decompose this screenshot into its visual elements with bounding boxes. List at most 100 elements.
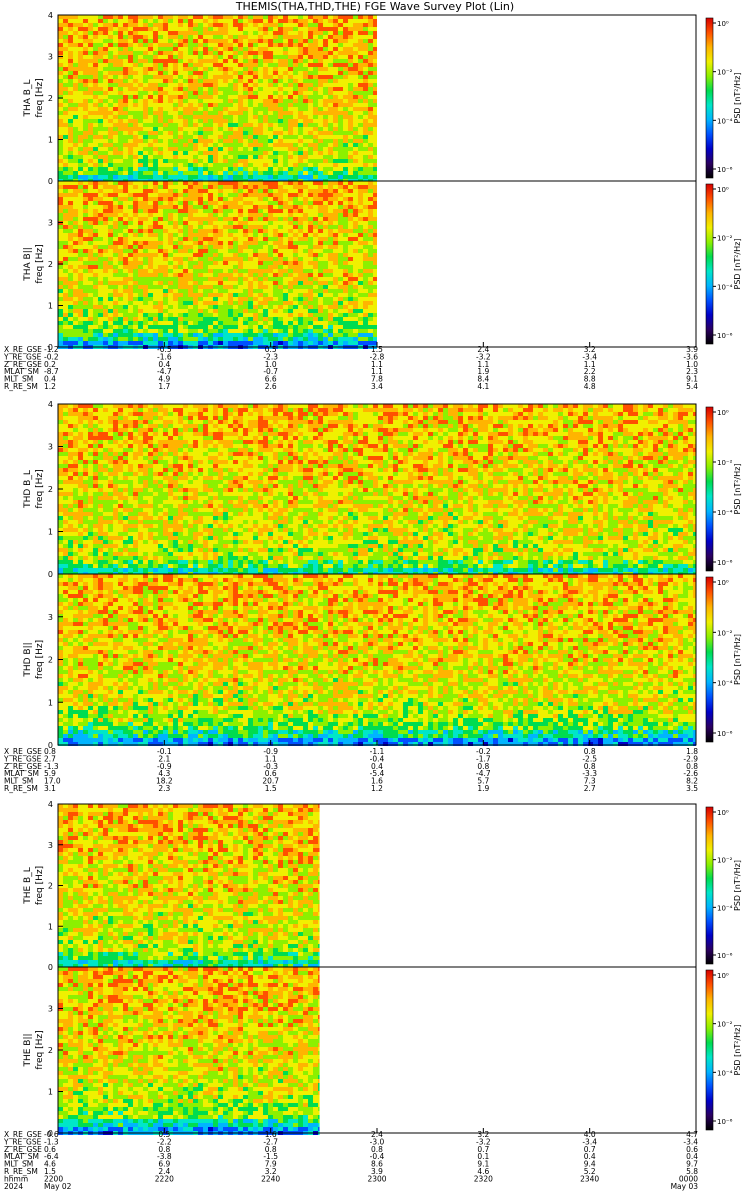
- heatmap-cell: [168, 281, 173, 285]
- heatmap-cell: [213, 75, 218, 79]
- heatmap-cell: [273, 131, 278, 135]
- heatmap-cell: [83, 273, 88, 277]
- heatmap-cell: [73, 273, 78, 277]
- heatmap-cell: [173, 75, 178, 79]
- heatmap-cell: [103, 67, 108, 71]
- heatmap-cell: [88, 39, 93, 43]
- heatmap-cell: [93, 341, 98, 345]
- heatmap-cell: [353, 59, 358, 63]
- heatmap-cell: [193, 229, 198, 233]
- heatmap-cell: [198, 265, 203, 269]
- heatmap-cell: [128, 193, 133, 197]
- heatmap-cell: [93, 15, 98, 19]
- heatmap-cell: [303, 87, 308, 91]
- heatmap-cell: [73, 19, 78, 23]
- heatmap-cell: [358, 123, 363, 127]
- heatmap-cell: [358, 167, 363, 171]
- heatmap-cell: [278, 39, 283, 43]
- heatmap-cell: [148, 163, 153, 167]
- heatmap-cell: [263, 181, 268, 185]
- heatmap-cell: [318, 241, 323, 245]
- heatmap-cell: [198, 273, 203, 277]
- heatmap-cell: [293, 39, 298, 43]
- heatmap-cell: [223, 225, 228, 229]
- heatmap-cell: [298, 237, 303, 241]
- heatmap-cell: [263, 31, 268, 35]
- heatmap-cell: [168, 35, 173, 39]
- heatmap-cell: [263, 293, 268, 297]
- heatmap-cell: [213, 301, 218, 305]
- heatmap-cell: [168, 143, 173, 147]
- heatmap-cell: [323, 27, 328, 31]
- heatmap-cell: [283, 131, 288, 135]
- heatmap-cell: [218, 99, 223, 103]
- heatmap-cell: [248, 167, 253, 171]
- heatmap-cell: [113, 95, 118, 99]
- heatmap-cell: [163, 333, 168, 337]
- heatmap-cell: [293, 241, 298, 245]
- heatmap-cell: [313, 55, 318, 59]
- heatmap-cell: [93, 221, 98, 225]
- heatmap-cell: [153, 63, 158, 67]
- heatmap-cell: [338, 87, 343, 91]
- heatmap-cell: [183, 95, 188, 99]
- heatmap-cell: [133, 47, 138, 51]
- heatmap-cell: [203, 221, 208, 225]
- heatmap-cell: [233, 241, 238, 245]
- heatmap-cell: [218, 201, 223, 205]
- heatmap-cell: [338, 23, 343, 27]
- heatmap-cell: [198, 289, 203, 293]
- heatmap-cell: [113, 325, 118, 329]
- heatmap-cell: [78, 51, 83, 55]
- heatmap-cell: [118, 221, 123, 225]
- heatmap-cell: [283, 197, 288, 201]
- heatmap-cell: [293, 289, 298, 293]
- heatmap-cell: [228, 151, 233, 155]
- heatmap-cell: [258, 163, 263, 167]
- heatmap-cell: [178, 71, 183, 75]
- heatmap-cell: [183, 167, 188, 171]
- heatmap-cell: [98, 333, 103, 337]
- heatmap-cell: [328, 63, 333, 67]
- heatmap-cell: [58, 245, 63, 249]
- heatmap-cell: [223, 143, 228, 147]
- heatmap-cell: [333, 23, 338, 27]
- heatmap-cell: [243, 63, 248, 67]
- heatmap-cell: [128, 297, 133, 301]
- heatmap-cell: [243, 131, 248, 135]
- heatmap-cell: [238, 253, 243, 257]
- heatmap-cell: [153, 197, 158, 201]
- heatmap-cell: [253, 99, 258, 103]
- heatmap-cell: [248, 67, 253, 71]
- heatmap-cell: [193, 91, 198, 95]
- heatmap-cell: [153, 337, 158, 341]
- heatmap-cell: [218, 111, 223, 115]
- heatmap-cell: [93, 35, 98, 39]
- heatmap-cell: [153, 43, 158, 47]
- heatmap-cell: [143, 103, 148, 107]
- heatmap-cell: [158, 181, 163, 185]
- heatmap-cell: [278, 273, 283, 277]
- heatmap-cell: [373, 139, 377, 143]
- heatmap-cell: [183, 171, 188, 175]
- heatmap-cell: [338, 95, 343, 99]
- heatmap-cell: [108, 209, 113, 213]
- heatmap-cell: [203, 245, 208, 249]
- heatmap-cell: [153, 289, 158, 293]
- heatmap-cell: [153, 341, 158, 345]
- heatmap-cell: [253, 63, 258, 67]
- heatmap-cell: [158, 193, 163, 197]
- heatmap-cell: [308, 297, 313, 301]
- heatmap-cell: [128, 305, 133, 309]
- heatmap-cell: [328, 181, 333, 185]
- heatmap-cell: [178, 27, 183, 31]
- heatmap-cell: [208, 337, 213, 341]
- heatmap-cell: [283, 95, 288, 99]
- heatmap-cell: [253, 107, 258, 111]
- heatmap-cell: [193, 63, 198, 67]
- heatmap-cell: [73, 221, 78, 225]
- heatmap-cell: [63, 115, 68, 119]
- heatmap-cell: [98, 181, 103, 185]
- heatmap-cell: [163, 23, 168, 27]
- heatmap-cell: [208, 39, 213, 43]
